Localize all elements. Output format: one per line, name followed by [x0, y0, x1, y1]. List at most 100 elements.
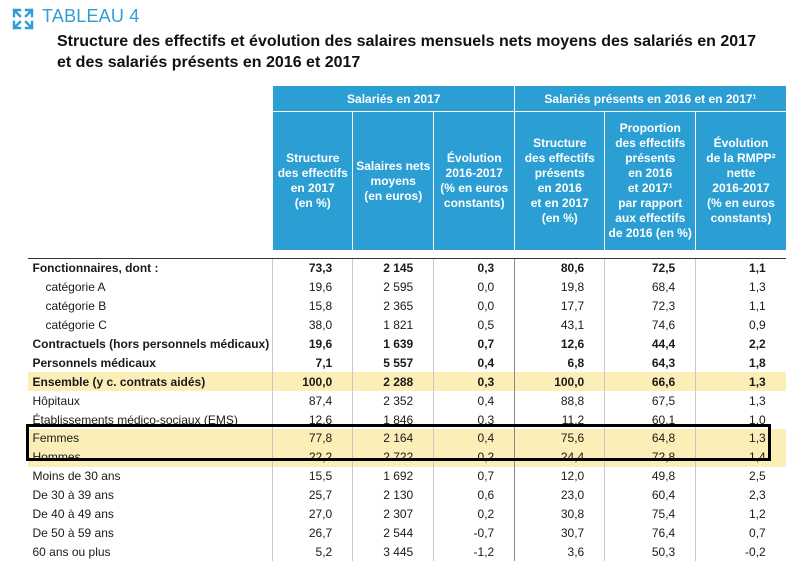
cell-value: 73,3 — [272, 257, 353, 278]
cell-value: 27,0 — [272, 504, 353, 524]
cell-value: 1,4 — [695, 447, 786, 467]
cell-value: 0,4 — [433, 391, 515, 411]
cell-value: 68,4 — [604, 277, 696, 297]
cell-value: 30,8 — [514, 504, 605, 524]
row-label: catégorie C — [45, 318, 107, 333]
table-title: Structure des effectifs et évolution des… — [57, 31, 777, 73]
column-header-line: constants) — [443, 196, 505, 210]
cell-value: 2 145 — [352, 257, 434, 278]
cell-value: 12,6 — [514, 334, 605, 354]
row-label: De 50 à 59 ans — [32, 525, 114, 540]
cell-value: 2 544 — [352, 523, 434, 543]
column-header-evolution-2016-2017: Évolution 2016-2017 (% en euros constants) — [433, 111, 515, 250]
column-header-salaires-nets-moyens: Salaires nets moyens (en euros) — [352, 111, 434, 250]
cell-value: 75,4 — [604, 504, 696, 524]
cell-value: 7,1 — [272, 353, 353, 373]
column-header-line: présents — [534, 166, 585, 180]
cell-value: 44,4 — [604, 334, 696, 354]
column-header-line: nette — [726, 166, 756, 180]
row-label: De 40 à 49 ans — [32, 507, 114, 522]
column-header-line: de 2016 (en %) — [608, 226, 692, 240]
header-blank — [26, 111, 273, 250]
column-header-proportion-presents: Proportion des effectifs présents en 2016 et… — [604, 111, 696, 250]
table-row: Hommes 22,2 2 722 0,2 24,4 72,8 1,4 — [27, 447, 786, 467]
cell-value: 2,5 — [695, 466, 786, 486]
column-header-structure-presents: Structure des effectifs présents en 2016 et … — [514, 111, 605, 250]
cell-value: 64,8 — [604, 429, 696, 448]
cell-value: 1,1 — [695, 257, 786, 278]
cell-value: 0,2 — [433, 447, 515, 467]
column-header-line: 2016-2017 — [445, 166, 503, 180]
cell-value: 0,7 — [695, 523, 786, 543]
column-header-line: (en euros) — [364, 188, 423, 203]
cell-value: 6,8 — [514, 353, 605, 373]
row-label: Fonctionnaires, dont : — [27, 257, 273, 278]
row-label: De 30 à 39 ans — [32, 488, 114, 503]
row-label: Personnels médicaux — [32, 355, 156, 370]
cell-value: 0,0 — [433, 296, 515, 316]
table-row: De 50 à 59 ans 26,7 2 544 -0,7 30,7 76,4 0,7 — [28, 523, 786, 543]
cell-value: 12,0 — [514, 466, 605, 486]
cell-value: 1,0 — [695, 410, 786, 430]
cell-value: 0,7 — [433, 334, 515, 354]
cell-value: 1 846 — [352, 410, 434, 430]
row-label: Femmes — [27, 429, 273, 448]
cell-value: 67,5 — [604, 391, 696, 411]
cell-value: 1 692 — [352, 466, 434, 486]
cell-value: 5 557 — [352, 353, 434, 373]
row-label: Ensemble (y c. contrats aidés) — [27, 372, 273, 392]
cell-value: 2 288 — [352, 372, 434, 392]
cell-value: 25,7 — [272, 485, 353, 505]
column-header-line: en 2017 — [290, 181, 335, 195]
column-header-line: en 2016 — [537, 181, 582, 195]
cell-value: 19,6 — [272, 277, 353, 297]
column-header-line: par rapport — [618, 196, 683, 210]
table-row: Hôpitaux 87,4 2 352 0,4 88,8 67,5 1,3 — [28, 391, 786, 411]
cell-value: -1,2 — [433, 542, 515, 561]
cell-value: 2 352 — [352, 391, 434, 411]
cell-value: 15,5 — [272, 466, 353, 486]
column-header-line: (en %) — [541, 211, 578, 225]
table-row: De 30 à 39 ans 25,7 2 130 0,6 23,0 60,4 2,3 — [28, 485, 786, 505]
cell-value: 87,4 — [272, 391, 353, 411]
cell-value: 50,3 — [604, 542, 696, 561]
cell-value: 2,3 — [695, 485, 786, 505]
column-header-line: Salaires nets — [356, 158, 431, 173]
column-header-line: Évolution — [446, 151, 502, 165]
cell-value: 1,1 — [695, 296, 786, 316]
cell-value: 3,6 — [514, 542, 605, 561]
table-row: Femmes 77,8 2 164 0,4 75,6 64,8 1,3 — [27, 429, 786, 448]
column-header-line: (en %) — [294, 196, 331, 210]
salary-table: Salariés en 2017 Salariés présents en 20… — [26, 86, 786, 561]
column-header-line: des effectifs — [524, 151, 595, 165]
column-header-line: Évolution — [713, 136, 769, 150]
group-header-salaries-2017: Salariés en 2017 — [272, 86, 515, 112]
cell-value: 49,8 — [604, 466, 696, 486]
title-line-1: Structure des effectifs et évolution des… — [57, 33, 756, 50]
row-label: Établissements médico-sociaux (EMS) — [32, 412, 238, 427]
column-header-line: en 2016 — [628, 166, 673, 180]
column-header-line: et en 2017 — [530, 196, 589, 210]
cell-value: 2,2 — [695, 334, 786, 354]
cell-value: 19,6 — [272, 334, 353, 354]
table-row: Contractuels (hors personnels médicaux) 1… — [28, 334, 786, 354]
header-blank — [26, 86, 273, 112]
cell-value: 0,9 — [695, 315, 786, 335]
cell-value: 75,6 — [514, 429, 605, 448]
cell-value: -0,7 — [433, 523, 515, 543]
cell-value: -0,2 — [695, 542, 786, 561]
expand-icon[interactable] — [12, 8, 34, 30]
cell-value: 1,3 — [695, 391, 786, 411]
column-header-line: Structure — [286, 151, 340, 165]
cell-value: 23,0 — [514, 485, 605, 505]
column-header-line: des effectifs — [615, 136, 686, 150]
table-row: 60 ans ou plus 5,2 3 445 -1,2 3,6 50,3 -0,2 — [28, 542, 786, 561]
column-header-evolution-rmpp: Évolution de la RMPP² nette 2016-2017 (% en … — [695, 111, 786, 250]
row-label: Hôpitaux — [32, 393, 80, 408]
cell-value: 2 164 — [352, 429, 434, 448]
row-label: catégorie B — [45, 299, 107, 314]
cell-value: 11,2 — [514, 410, 605, 430]
cell-value: 1 821 — [352, 315, 434, 335]
cell-value: 66,6 — [604, 372, 696, 392]
cell-value: 24,4 — [514, 447, 605, 467]
